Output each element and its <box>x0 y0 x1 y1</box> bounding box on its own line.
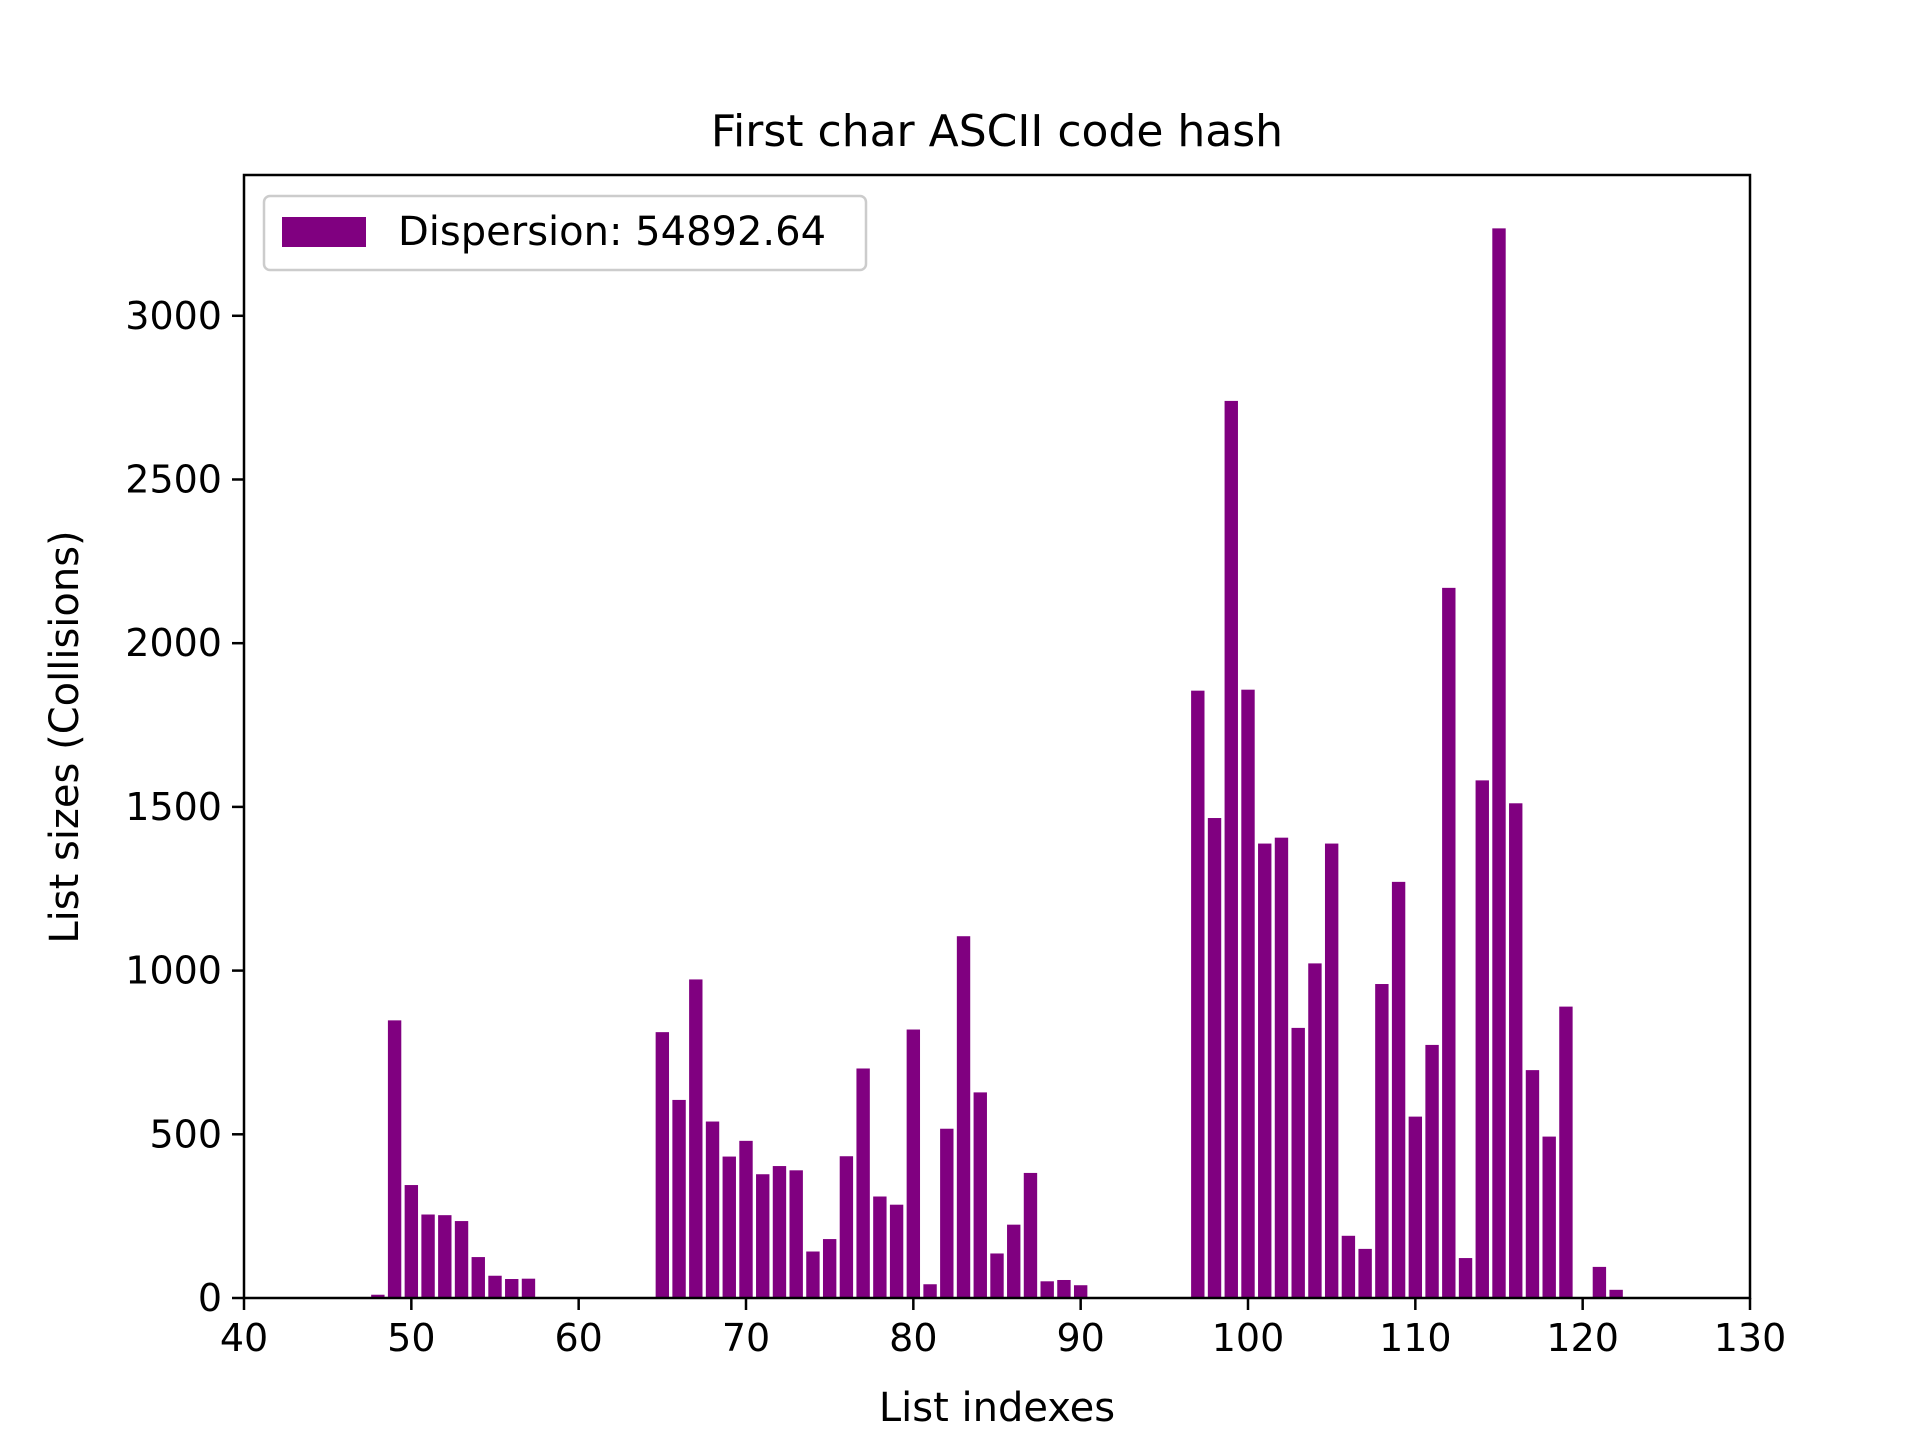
plot-frame <box>242 173 1752 1300</box>
bar <box>1023 1172 1038 1298</box>
x-axis-label: List indexes <box>879 1385 1115 1431</box>
chart-title: First char ASCII code hash <box>711 106 1283 157</box>
bar <box>940 1128 954 1298</box>
bar <box>1358 1248 1372 1298</box>
bar <box>1542 1136 1556 1298</box>
bar <box>806 1251 820 1298</box>
bar <box>1057 1279 1071 1298</box>
bar <box>1258 843 1272 1298</box>
bar <box>1442 587 1456 1298</box>
bar <box>739 1140 753 1298</box>
bar <box>454 1221 469 1298</box>
x-tick-label: 100 <box>1212 1316 1285 1360</box>
bar <box>1007 1224 1021 1298</box>
bar <box>1308 963 1322 1298</box>
bar <box>956 936 971 1298</box>
y-tick-label: 2500 <box>125 457 222 501</box>
bar <box>1224 400 1238 1298</box>
bar <box>839 1156 854 1298</box>
bar <box>1408 1116 1423 1298</box>
x-tick-label: 130 <box>1714 1316 1787 1360</box>
y-tick-label: 3000 <box>125 294 222 338</box>
bar <box>1475 780 1489 1298</box>
bar <box>1040 1281 1054 1298</box>
bar <box>1609 1289 1623 1298</box>
bar <box>1425 1044 1439 1298</box>
bar <box>1492 228 1506 1298</box>
bar <box>1073 1285 1088 1298</box>
y-tick-label: 0 <box>198 1276 222 1320</box>
bar <box>1525 1070 1540 1298</box>
bar <box>689 979 703 1298</box>
bar <box>789 1170 803 1298</box>
bar <box>521 1278 536 1298</box>
bar <box>722 1156 736 1298</box>
legend: Dispersion: 54892.64 <box>262 194 868 272</box>
y-tick-label: 1500 <box>125 785 222 829</box>
bar <box>1592 1266 1607 1298</box>
bar <box>1207 818 1222 1298</box>
bar <box>1391 881 1406 1298</box>
bar <box>1191 690 1205 1298</box>
bars-group <box>371 228 1623 1298</box>
bar <box>889 1204 904 1298</box>
bar <box>1274 837 1289 1298</box>
bar <box>1509 803 1523 1298</box>
x-tick-label: 120 <box>1546 1316 1619 1360</box>
bar <box>505 1279 519 1298</box>
bar <box>438 1215 452 1298</box>
x-tick-label: 40 <box>220 1316 268 1360</box>
x-tick-label: 60 <box>554 1316 602 1360</box>
legend-frame <box>262 194 868 272</box>
bar <box>856 1068 870 1298</box>
y-tick-label: 1000 <box>125 949 222 993</box>
y-axis-label: List sizes (Collisions) <box>42 530 88 943</box>
x-tick-label: 50 <box>387 1316 435 1360</box>
bar <box>672 1099 686 1298</box>
x-tick-label: 90 <box>1056 1316 1104 1360</box>
legend-swatch <box>282 217 366 247</box>
x-tick-label: 110 <box>1379 1316 1452 1360</box>
bar <box>906 1029 921 1298</box>
x-axis-ticks: 40 50 60 70 80 90 100 110 120 130 <box>220 1298 1786 1360</box>
bar <box>421 1214 435 1298</box>
x-tick-label: 70 <box>722 1316 770 1360</box>
bar <box>705 1121 720 1298</box>
bar <box>990 1253 1004 1298</box>
bar <box>1458 1258 1473 1298</box>
bar <box>1291 1027 1305 1298</box>
bar <box>1324 843 1339 1298</box>
bar <box>923 1284 937 1298</box>
bar <box>1375 984 1389 1298</box>
bar <box>1559 1006 1573 1298</box>
bar <box>873 1196 887 1298</box>
bar <box>404 1185 419 1298</box>
bar <box>471 1257 485 1298</box>
y-axis-ticks: 0 500 1000 1500 2000 2500 3000 <box>125 294 244 1320</box>
legend-label: Dispersion: 54892.64 <box>398 209 826 255</box>
y-tick-label: 500 <box>149 1112 222 1156</box>
bar <box>822 1239 837 1298</box>
bar <box>371 1294 385 1298</box>
bar <box>772 1166 787 1298</box>
bar <box>655 1032 670 1298</box>
y-tick-label: 2000 <box>125 621 222 665</box>
x-tick-label: 80 <box>889 1316 937 1360</box>
bar <box>488 1275 502 1298</box>
bar <box>1341 1235 1356 1298</box>
bar <box>387 1020 402 1298</box>
bar <box>1241 689 1255 1298</box>
bar <box>756 1174 770 1298</box>
bar <box>973 1092 987 1298</box>
